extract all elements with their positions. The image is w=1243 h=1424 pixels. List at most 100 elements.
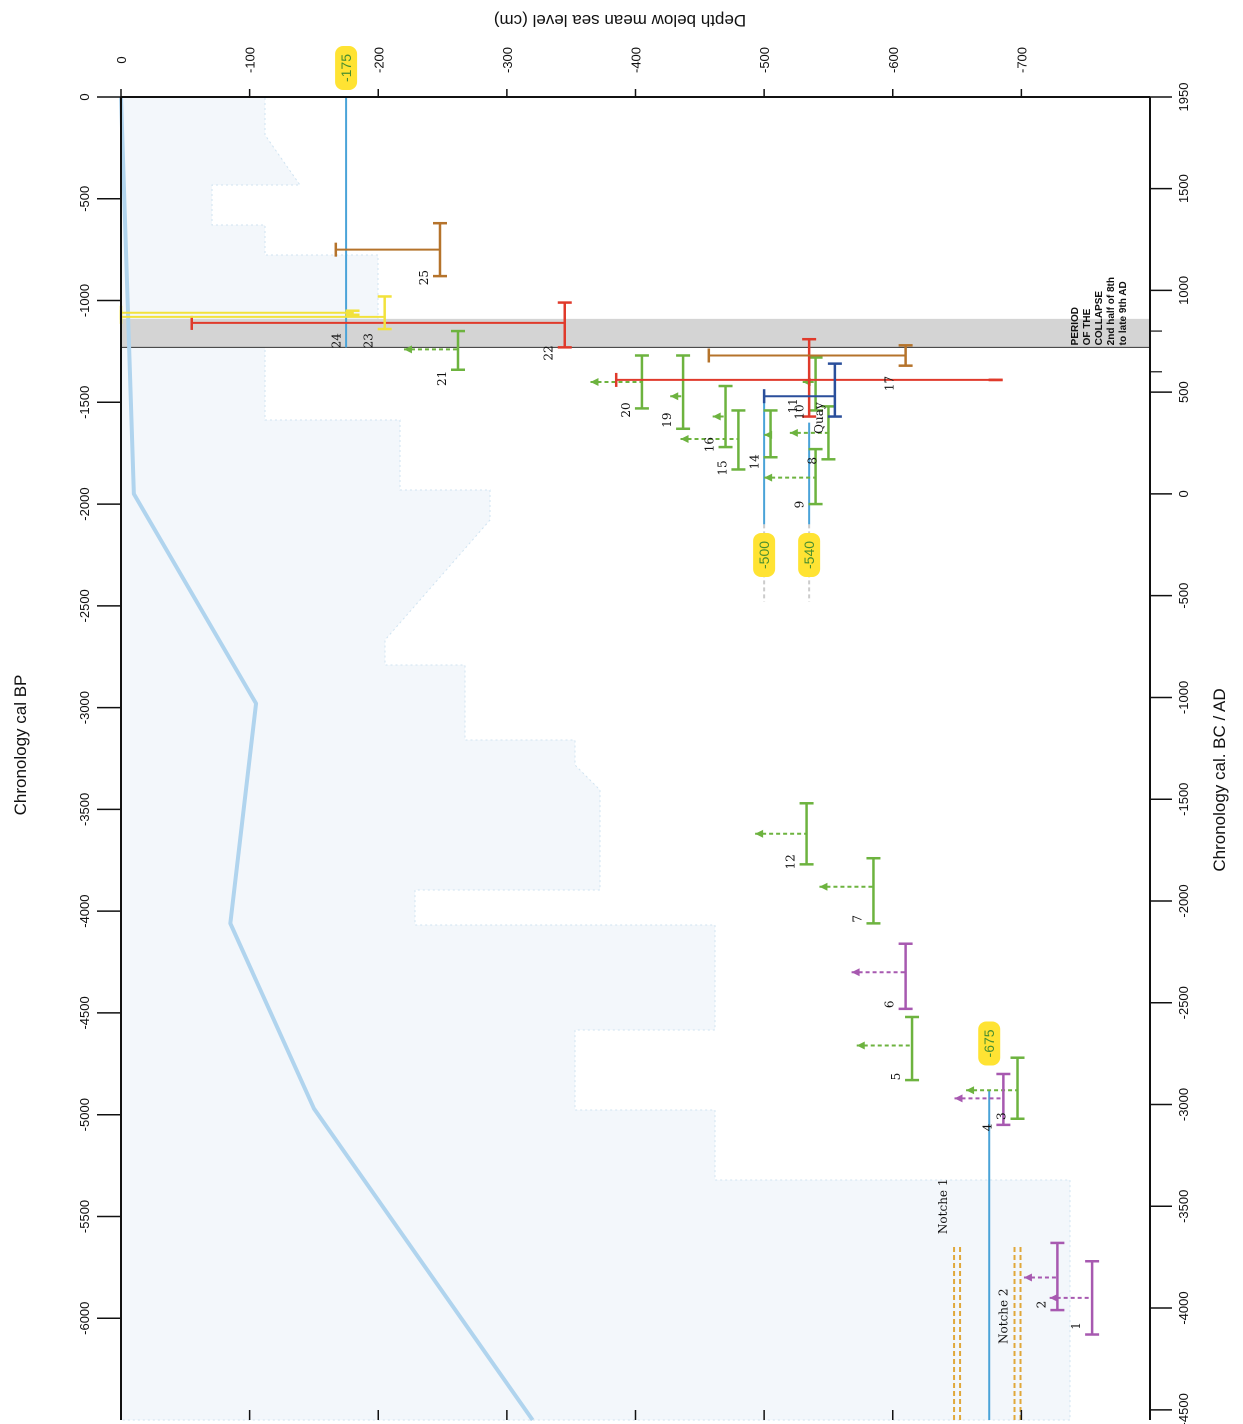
x-bp-tick-label: -5500	[77, 1200, 92, 1233]
x-bcad-tick-label: -2500	[1176, 986, 1191, 1019]
x-bcad-tick-label: -4500	[1176, 1393, 1191, 1424]
sample-id-label: 17	[883, 376, 897, 391]
level-badge	[335, 46, 358, 90]
sample-arrow	[851, 968, 860, 977]
sample-marker	[614, 372, 1003, 387]
sample-arrow	[856, 1041, 865, 1050]
sample-19	[670, 354, 691, 431]
x-bcad-tick-label: -2000	[1176, 884, 1191, 917]
notch-label: Notche 1	[936, 1179, 950, 1235]
sample-id-label: 23	[362, 333, 376, 348]
sample-12	[755, 802, 814, 866]
sample-arrow	[966, 1086, 975, 1095]
sample-id-label: 2	[1034, 1301, 1048, 1309]
x-bcad-tick-label: -4000	[1176, 1291, 1191, 1324]
sample-id-label: 5	[889, 1073, 903, 1081]
sample-id-label: 16	[703, 437, 717, 452]
x-bcad-tick-label: -1500	[1176, 783, 1191, 816]
sample-arrow	[755, 829, 764, 838]
sample-id-label: 3	[995, 1112, 1009, 1120]
collapse-label-line: COLLAPSE	[1094, 291, 1105, 346]
collapse-label-line: 2nd half of 8th	[1106, 277, 1117, 345]
y-tick-label: -300	[500, 47, 515, 73]
x-bcad-tick-label: 500	[1176, 381, 1191, 403]
sample-arrow	[680, 434, 689, 443]
sample-id-label: 22	[542, 345, 556, 360]
level-badge-label: -175	[338, 54, 354, 82]
sample-id-label: 7	[850, 915, 864, 923]
sample-quay	[762, 362, 842, 418]
x-bcad-tick-label: 1950	[1176, 83, 1191, 112]
sample-id-label: 1	[1069, 1322, 1083, 1330]
sample-21	[403, 329, 465, 371]
x-bp-tick-label: -4000	[77, 895, 92, 928]
y-tick-label: -600	[886, 47, 901, 73]
sample-id-label: 10	[793, 404, 807, 419]
sample-id-label: 15	[715, 460, 729, 475]
x-bp-tick-label: -3500	[77, 793, 92, 826]
collapse-label-line: PERIOD	[1070, 307, 1081, 345]
x-bp-tick-label: 0	[77, 93, 92, 100]
y-axis-title: Depth below mean sea level (cm)	[494, 11, 746, 30]
sample-id-label: 19	[660, 412, 674, 427]
background-zone	[120, 96, 1071, 1421]
x-bp-tick-label: -500	[77, 186, 92, 212]
sample-arrow	[670, 392, 679, 401]
sample-arrow	[764, 473, 773, 482]
sample-14	[763, 409, 778, 459]
sea-level-curve-layer	[119, 96, 535, 1422]
sample-arrow	[590, 377, 599, 386]
sample-5	[856, 1015, 920, 1082]
sample-4	[954, 1072, 1011, 1127]
sea-level-curve	[119, 96, 535, 1422]
sample-8	[789, 405, 836, 461]
level-badge-label: -500	[756, 541, 772, 569]
x-bp-tick-label: -5000	[77, 1098, 92, 1131]
collapse-label-line: to late 9th AD	[1118, 281, 1129, 345]
sample-id-label: 8	[805, 457, 819, 465]
sample-id-label: 14	[748, 454, 762, 470]
sample-9	[764, 447, 823, 506]
sample-arrow	[1049, 1293, 1058, 1302]
level-badge	[753, 532, 776, 577]
sample-17	[707, 344, 913, 367]
level-badge	[978, 1021, 1001, 1066]
level-badge-label: -675	[981, 1029, 997, 1057]
sample-11	[802, 337, 817, 418]
sample-id-label: Quay	[812, 402, 826, 434]
x-bp-tick-label: -3000	[77, 691, 92, 724]
collapse-label-line: OF THE	[1082, 308, 1093, 345]
sample-3	[966, 1056, 1025, 1121]
x-bcad-tick-label: 1000	[1176, 276, 1191, 305]
level-lines-layer	[335, 46, 1022, 1420]
sample-id-label: 9	[793, 501, 807, 509]
x-bcad-axis-title: Chronology cal. BC / AD	[1210, 688, 1229, 871]
sample-arrow	[819, 882, 828, 891]
x-bp-tick-label: -1500	[77, 386, 92, 419]
sample-arrow	[789, 428, 798, 437]
x-bcad-tick-label: -1000	[1176, 681, 1191, 714]
sample-arrow	[1023, 1273, 1032, 1282]
sample-id-label: 25	[417, 270, 431, 285]
y-tick-label: -500	[757, 47, 772, 73]
sample-id-label: 20	[619, 402, 633, 417]
sample-15	[680, 409, 746, 471]
x-bp-tick-label: -2000	[77, 487, 92, 520]
sample-arrow	[954, 1094, 963, 1103]
y-tick-label: -100	[243, 47, 258, 73]
sample-7	[819, 856, 881, 925]
x-bcad-tick-label: 1500	[1176, 174, 1191, 203]
sample-id-label: 12	[784, 854, 798, 869]
sample-22	[190, 301, 572, 349]
sample-20	[590, 354, 649, 410]
level-badge-label: -540	[801, 541, 817, 569]
labels-layer: PERIOD OF THE COLLAPSE 2nd half of 8th to la…	[11, 11, 1229, 1424]
x-bcad-tick-label: -3000	[1176, 1088, 1191, 1121]
x-bp-tick-label: -2500	[77, 589, 92, 622]
sample-arrow	[764, 430, 773, 439]
sample-2	[1023, 1241, 1065, 1312]
x-bcad-tick-label: -3500	[1176, 1190, 1191, 1223]
sample-25	[334, 221, 447, 278]
y-tick-label: -400	[629, 47, 644, 73]
sample-id-label: 11	[786, 398, 800, 413]
